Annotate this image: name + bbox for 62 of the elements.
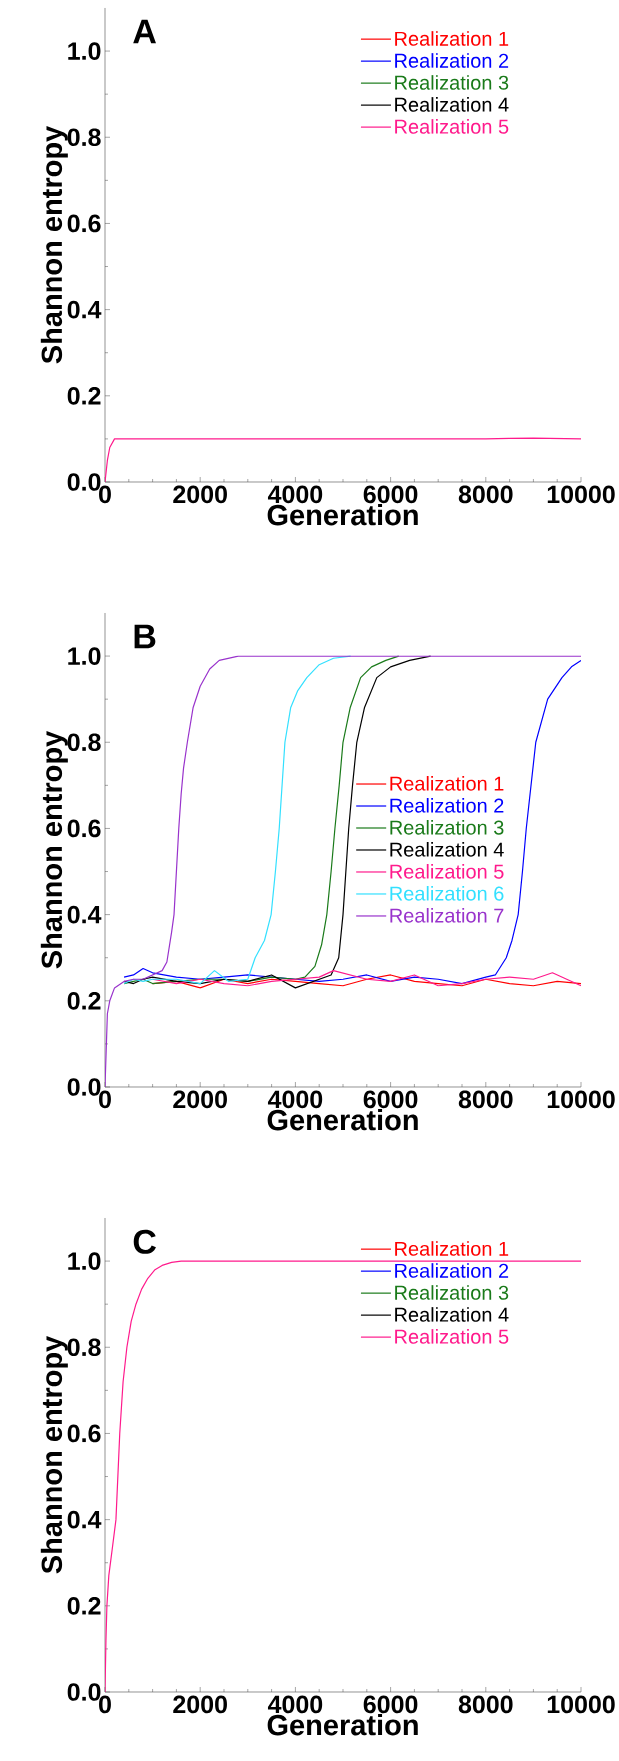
legend-label: Realization 3	[390, 820, 504, 835]
legend-label: Realization 1	[395, 31, 509, 46]
legend-label: Realization 6	[390, 885, 504, 901]
x-axis-title: Generation	[267, 1714, 418, 1736]
x-tick-label: 6000	[363, 1090, 418, 1109]
x-tick-label: 10000	[547, 1090, 615, 1109]
y-tick-label: 0.4	[67, 905, 102, 924]
x-tick-label: 2000	[173, 485, 227, 504]
legend-label: Realization 3	[395, 1285, 509, 1300]
legend-label: Realization 5	[395, 1329, 509, 1344]
x-tick-label: 8000	[458, 1695, 513, 1714]
y-tick-label: 0.2	[67, 1596, 101, 1615]
x-tick-label: 2000	[173, 1090, 227, 1109]
y-tick-label: 0.2	[67, 991, 101, 1010]
y-tick-label: 0.0	[67, 1078, 101, 1096]
legend-label: Realization 3	[395, 75, 509, 90]
legend-label: Realization 2	[395, 53, 509, 68]
y-tick-label: 0.4	[67, 1510, 102, 1529]
x-tick-label: 4000	[267, 1695, 323, 1714]
y-tick-label: 0.8	[67, 1338, 101, 1357]
y-axis-title: Shannon entropy	[40, 125, 68, 364]
x-tick-label: 0	[99, 1695, 111, 1714]
y-axis-title: Shannon entropy	[40, 1335, 68, 1574]
y-tick-label: 0.6	[67, 214, 101, 233]
x-tick-label: 0	[99, 485, 111, 504]
x-tick-label: 8000	[458, 485, 513, 504]
chart-title: A	[133, 19, 156, 44]
legend-label: Realization 1	[390, 776, 504, 791]
y-axis-title: Shannon entropy	[40, 730, 68, 969]
y-tick-label: 0.0	[67, 1683, 101, 1701]
x-tick-label: 6000	[363, 485, 418, 504]
x-tick-label: 10000	[547, 485, 615, 504]
legend-label: Realization 5	[395, 119, 509, 134]
legend-label: Realization 1	[395, 1241, 509, 1256]
y-tick-label: 0.8	[67, 128, 101, 147]
y-tick-label: 1.0	[68, 647, 101, 665]
y-tick-label: 1.0	[68, 42, 101, 60]
y-tick-label: 0.6	[67, 1424, 101, 1443]
legend-label: Realization 2	[395, 1263, 509, 1278]
legend-label: Realization 4	[395, 1307, 509, 1322]
legend-label: Realization 5	[390, 863, 504, 879]
legend-label: Realization 7	[390, 907, 504, 923]
y-tick-label: 0.2	[67, 386, 101, 405]
legend-label: Realization 4	[395, 97, 509, 112]
x-tick-label: 2000	[173, 1695, 227, 1714]
legend-label: Realization 4	[390, 841, 504, 857]
y-tick-label: 0.0	[67, 473, 101, 491]
y-tick-label: 0.6	[67, 819, 101, 838]
x-tick-label: 4000	[267, 1090, 323, 1109]
chart-title: C	[133, 1229, 156, 1254]
y-tick-label: 0.4	[67, 300, 102, 319]
x-tick-label: 6000	[363, 1695, 418, 1714]
x-tick-label: 8000	[458, 1090, 513, 1109]
x-tick-label: 10000	[547, 1695, 615, 1714]
x-axis-title: Generation	[267, 1109, 418, 1131]
x-tick-label: 4000	[267, 485, 323, 504]
x-tick-label: 0	[99, 1090, 111, 1109]
y-tick-label: 0.8	[67, 733, 101, 752]
chart-title: B	[134, 624, 156, 649]
y-tick-label: 1.0	[68, 1252, 101, 1270]
x-axis-title: Generation	[267, 504, 418, 526]
legend-label: Realization 2	[390, 798, 504, 813]
